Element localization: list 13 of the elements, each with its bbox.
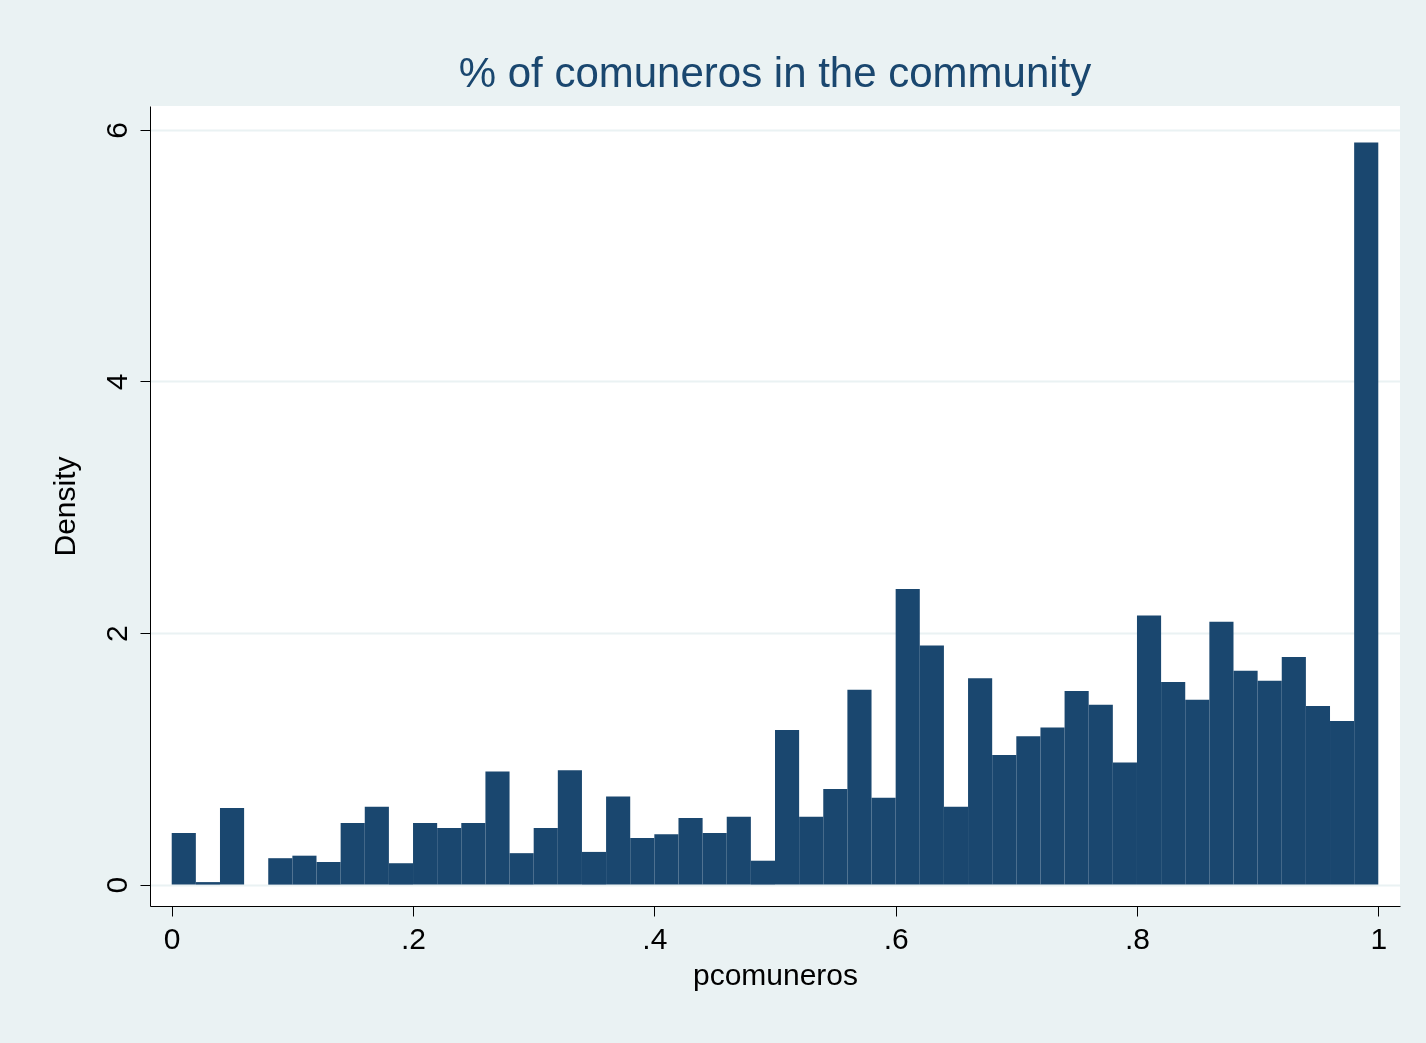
x-tick-label: 1 — [1370, 921, 1388, 955]
chart-title: % of comuneros in the community — [458, 49, 1092, 96]
y-tick-label: 6 — [99, 122, 133, 139]
x-tick-label: .8 — [1124, 921, 1150, 955]
y-tick-label: 2 — [99, 625, 133, 642]
x-tick-label: .2 — [401, 921, 427, 955]
y-tick-label: 4 — [99, 373, 133, 391]
x-tick-label: 0 — [163, 921, 181, 955]
y-tick-label: 0 — [99, 876, 133, 894]
x-tick-label: .4 — [642, 921, 668, 955]
y-axis-title: Density — [47, 456, 81, 557]
x-axis-title: pcomuneros — [692, 957, 859, 991]
x-tick-label: .6 — [883, 921, 909, 955]
